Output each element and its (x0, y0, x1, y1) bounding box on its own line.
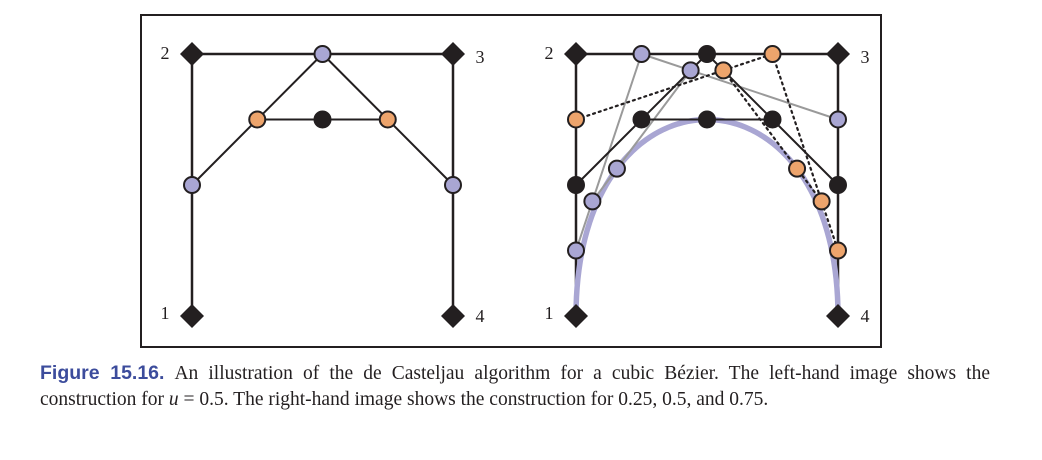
right-t2-level1-point-3 (829, 176, 847, 194)
right-control-point-2 (564, 42, 588, 66)
left-control-point-2 (180, 42, 204, 66)
right-t3-level1-point-3 (829, 241, 847, 260)
right-t1-level2-point-2 (681, 61, 700, 80)
left-curve-point (313, 110, 332, 129)
right-t2-curve-point (698, 110, 716, 129)
right-t1-level2-line (591, 69, 692, 203)
left-level1-point-3 (444, 176, 462, 194)
left-control-point-1 (180, 304, 204, 328)
left-control-label-2: 2 (161, 43, 170, 63)
left-level2-point-1 (248, 110, 267, 129)
right-control-label-1: 1 (545, 303, 554, 323)
right-t3-level2-point-2 (812, 192, 831, 211)
left-control-label-4: 4 (476, 306, 485, 326)
right-t3-level1-point-2 (763, 45, 782, 63)
right-control-point-1 (564, 304, 588, 328)
caption-variable: u (168, 389, 179, 410)
left-control-point-3 (441, 42, 465, 66)
right-control-label-4: 4 (861, 306, 870, 326)
left-control-label-1: 1 (161, 303, 170, 323)
left-control-point-4 (441, 304, 465, 328)
right-t3-level2-point-1 (714, 61, 733, 80)
right-bezier-curve (573, 116, 841, 319)
right-t1-level2-point-1 (583, 192, 602, 211)
right-t2-level2-point-2 (763, 110, 782, 129)
left-control-label-3: 3 (476, 47, 485, 67)
right-t3-curve-point (788, 159, 807, 178)
right-t3-level2-line (722, 69, 823, 203)
figure-caption: Figure 15.16. An illustration of the de C… (40, 360, 990, 413)
right-control-point-4 (826, 304, 850, 328)
de-casteljau-figure: 1 2 3 4 1 2 3 4 (161, 42, 870, 328)
caption-text-1: An illustration of the de Casteljau algo… (40, 363, 991, 410)
right-t2-level2-point-1 (632, 110, 651, 129)
right-t2-level1-point-2 (698, 45, 716, 63)
left-level1-point-1 (183, 176, 201, 194)
left-level2-point-2 (378, 110, 397, 129)
right-control-label-3: 3 (861, 47, 870, 67)
right-t1-level1-point-1 (567, 241, 585, 260)
right-t2-level1-point-1 (567, 176, 585, 194)
left-level1-point-2 (313, 45, 332, 63)
right-t1-level1-point-3 (829, 110, 847, 129)
right-t1-level1-point-2 (632, 45, 651, 63)
caption-text-2: = 0.5. The right-hand image shows the co… (178, 389, 769, 410)
right-t1-curve-point (607, 159, 626, 178)
right-control-label-2: 2 (545, 43, 554, 63)
right-t3-level1-point-1 (567, 110, 585, 129)
figure-number: Figure 15.16. (40, 362, 165, 384)
right-control-point-3 (826, 42, 850, 66)
figure-frame (140, 14, 882, 348)
